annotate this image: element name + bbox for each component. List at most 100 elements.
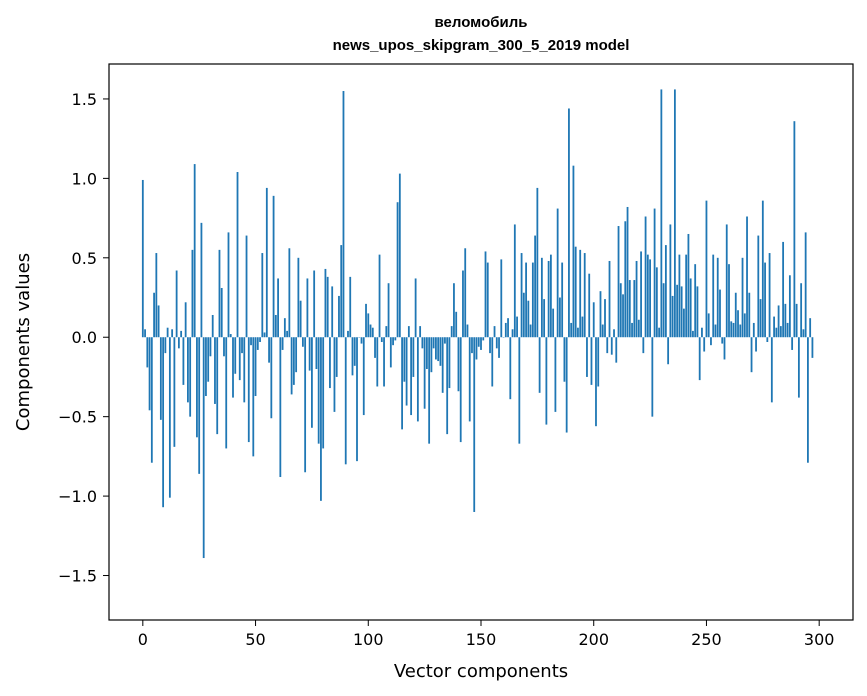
bar xyxy=(234,337,237,374)
bar xyxy=(407,326,410,338)
bar xyxy=(223,337,225,357)
bar xyxy=(516,316,518,338)
bar xyxy=(369,324,372,338)
y-tick-label: 0.5 xyxy=(72,249,97,268)
bar xyxy=(220,287,223,338)
bar xyxy=(714,324,717,338)
bar xyxy=(243,337,246,403)
bar xyxy=(795,303,798,338)
bar xyxy=(599,291,602,338)
x-axis-label: Vector components xyxy=(394,661,568,682)
bar xyxy=(414,278,417,338)
bar xyxy=(698,337,701,381)
bar xyxy=(692,330,694,338)
bar xyxy=(689,278,692,338)
y-tick-label: 1.0 xyxy=(72,169,97,188)
bar xyxy=(292,337,295,385)
bar xyxy=(770,337,773,403)
bar xyxy=(615,337,618,363)
bar xyxy=(764,262,766,338)
bar xyxy=(529,324,532,338)
bar xyxy=(511,329,514,338)
bar xyxy=(335,337,338,377)
bar xyxy=(786,322,789,338)
bar xyxy=(207,337,210,382)
bar xyxy=(640,251,642,338)
bar xyxy=(308,337,311,371)
bar xyxy=(173,337,176,447)
bar xyxy=(159,337,162,420)
bar xyxy=(601,324,604,338)
bar xyxy=(455,311,458,338)
chart-subtitle: news_upos_skipgram_300_5_2019 model xyxy=(333,37,630,54)
bar xyxy=(236,172,239,338)
bar xyxy=(216,337,219,435)
bar xyxy=(568,108,570,338)
y-tick-label: 0.0 xyxy=(72,328,97,347)
bar xyxy=(619,283,622,338)
bar xyxy=(752,322,755,338)
bar xyxy=(743,313,746,338)
bar xyxy=(437,337,440,362)
bar xyxy=(678,254,681,338)
bar xyxy=(565,337,568,433)
bar xyxy=(500,259,503,338)
bar xyxy=(304,337,307,473)
bar xyxy=(446,337,449,435)
bar xyxy=(669,224,672,338)
bar xyxy=(779,326,782,338)
bar xyxy=(270,337,273,419)
bar xyxy=(259,337,261,342)
bar xyxy=(547,260,550,338)
bar xyxy=(653,208,656,338)
bar xyxy=(274,314,277,338)
bar xyxy=(396,202,399,338)
bar xyxy=(637,319,640,338)
bar xyxy=(435,337,437,360)
bar xyxy=(187,337,189,403)
bar xyxy=(250,337,252,346)
bar xyxy=(288,248,291,338)
bar xyxy=(283,318,286,338)
bar xyxy=(520,253,523,338)
y-tick-label: 1.5 xyxy=(72,90,97,109)
bar xyxy=(651,337,654,417)
bar xyxy=(574,246,577,338)
bar xyxy=(534,235,537,338)
bar xyxy=(712,254,715,338)
bar xyxy=(556,208,559,338)
bar xyxy=(232,337,234,398)
bar xyxy=(581,316,584,338)
bar xyxy=(804,232,807,338)
bar xyxy=(536,187,539,338)
bar xyxy=(202,337,205,559)
bar xyxy=(561,262,564,338)
bar xyxy=(164,337,167,354)
bar xyxy=(315,337,318,369)
bar xyxy=(462,270,464,338)
bar xyxy=(807,337,809,463)
bar xyxy=(518,337,521,444)
bar xyxy=(664,245,667,338)
bar xyxy=(385,326,388,338)
bar xyxy=(254,337,257,397)
bar xyxy=(705,200,708,338)
bar xyxy=(416,337,419,422)
bar xyxy=(716,257,719,338)
bar xyxy=(311,337,313,428)
bar xyxy=(800,283,803,338)
bar xyxy=(367,313,370,338)
bar xyxy=(680,286,683,338)
x-tick-label: 300 xyxy=(804,630,835,649)
bar xyxy=(229,334,232,338)
bar xyxy=(592,302,595,338)
bar xyxy=(353,337,356,366)
bar xyxy=(552,308,555,338)
bar xyxy=(710,337,712,346)
bar xyxy=(146,337,149,368)
bar-series xyxy=(141,89,814,559)
bar xyxy=(444,337,446,344)
bar xyxy=(365,303,367,338)
bar xyxy=(608,260,611,338)
